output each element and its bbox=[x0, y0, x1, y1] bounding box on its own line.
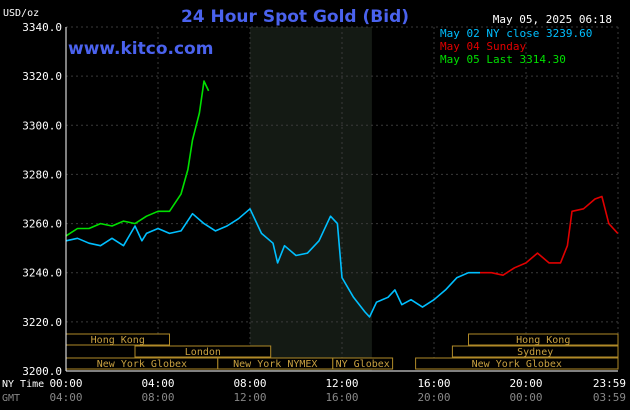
session-label-right-1: Sydney bbox=[517, 347, 553, 358]
series-line-2 bbox=[65, 80, 210, 237]
x-tick-label-gmt: 20:00 bbox=[417, 391, 450, 404]
nymex-session-shading bbox=[250, 27, 372, 371]
session-bar-right-0 bbox=[468, 333, 619, 346]
session-label-left-0: Hong Kong bbox=[91, 335, 145, 346]
x-tick-label-ny: 16:00 bbox=[417, 377, 450, 390]
session-label-left-3: New York NYMEX bbox=[233, 359, 317, 370]
y-tick-label: 3220.0 bbox=[22, 316, 62, 329]
y-tick-label: 3260.0 bbox=[22, 218, 62, 231]
x-tick-label-ny: 23:59 bbox=[593, 377, 626, 390]
session-bar-right-2 bbox=[415, 357, 619, 370]
legend-item-last: May 05 Last 3314.30 bbox=[440, 53, 566, 66]
y-tick-label: 3200.0 bbox=[22, 365, 62, 378]
x-tick-label-ny: 00:00 bbox=[49, 377, 82, 390]
axes: 3340.0 3320.0 3300.0 3280.0 3260.0 3240.0 3220… bbox=[2, 21, 626, 404]
x-row-label-ny: NY Time bbox=[2, 379, 44, 390]
x-tick-label-gmt: 04:00 bbox=[49, 391, 82, 404]
legend-item-ny-close: May 02 NY close 3239.60 bbox=[440, 27, 592, 40]
y-tick-label: 3240.0 bbox=[22, 267, 62, 280]
series-line-0 bbox=[65, 208, 480, 318]
nymex-shade bbox=[250, 27, 372, 371]
x-row-label-gmt: GMT bbox=[2, 393, 20, 404]
y-tick-label: 3280.0 bbox=[22, 168, 62, 181]
x-tick-label-gmt: 03:59 bbox=[593, 391, 626, 404]
chart-title: 24 Hour Spot Gold (Bid) bbox=[181, 7, 409, 27]
x-tick-label-ny: 08:00 bbox=[233, 377, 266, 390]
x-tick-label-ny: 04:00 bbox=[141, 377, 174, 390]
x-tick-label-gmt: 16:00 bbox=[325, 391, 358, 404]
session-bar-left-1 bbox=[134, 345, 272, 358]
session-label-left-4: NY Globex bbox=[336, 359, 390, 370]
timestamp: May 05, 2025 06:18 bbox=[493, 13, 612, 26]
session-bar-left-4 bbox=[332, 357, 394, 370]
x-tick-label-gmt: 08:00 bbox=[141, 391, 174, 404]
y-unit-label: USD/oz bbox=[3, 8, 39, 19]
series-line-1 bbox=[480, 195, 619, 276]
series-lines bbox=[65, 80, 619, 318]
legend: May 02 NY close 3239.60 May 04 Sunday Ma… bbox=[440, 27, 592, 66]
session-label-right-0: Hong Kong bbox=[516, 335, 570, 346]
x-tick-label-gmt: 00:00 bbox=[509, 391, 542, 404]
y-tick-label: 3340.0 bbox=[22, 21, 62, 34]
session-label-left-2: New York Globex bbox=[97, 359, 187, 370]
session-bar-right-1 bbox=[451, 345, 619, 358]
x-tick-label-ny: 12:00 bbox=[325, 377, 358, 390]
y-tick-label: 3300.0 bbox=[22, 119, 62, 132]
session-label-right-2: New York Globex bbox=[472, 359, 562, 370]
session-label-left-1: London bbox=[185, 347, 221, 358]
watermark: www.kitco.com bbox=[68, 39, 213, 59]
y-tick-label: 3320.0 bbox=[22, 70, 62, 83]
legend-item-sunday: May 04 Sunday bbox=[440, 40, 526, 53]
x-tick-label-gmt: 12:00 bbox=[233, 391, 266, 404]
x-tick-label-ny: 20:00 bbox=[509, 377, 542, 390]
